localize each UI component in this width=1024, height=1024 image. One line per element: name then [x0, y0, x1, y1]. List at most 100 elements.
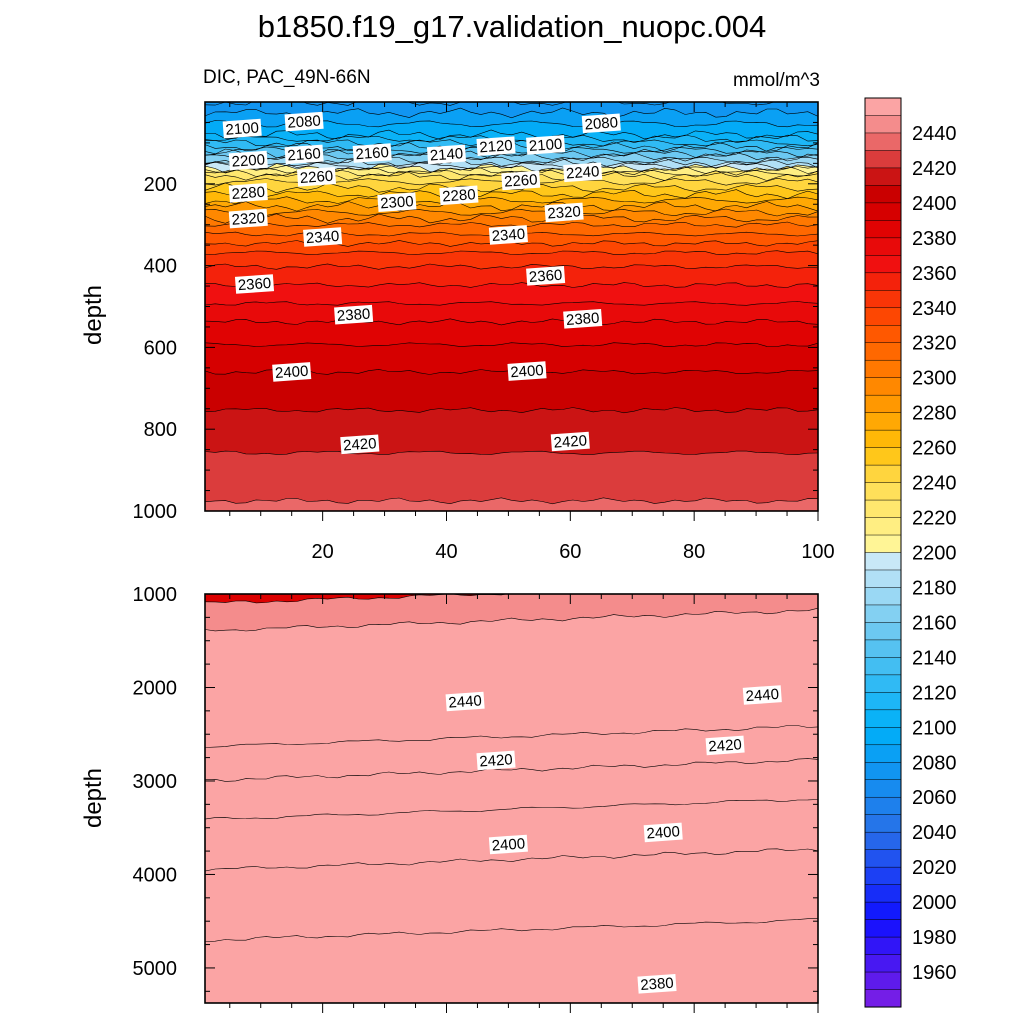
contour-label-text: 2140: [429, 145, 463, 164]
contour-line: [205, 163, 818, 174]
contour-label: 2100: [222, 118, 262, 139]
contour-line: [205, 263, 818, 270]
contour-label-box: [550, 431, 590, 452]
contour-label-text: 2240: [565, 163, 599, 182]
x-tick-label: 40: [435, 541, 457, 563]
contour-band: [205, 451, 818, 511]
contour-line: [205, 196, 818, 205]
contour-label-box: [476, 136, 516, 157]
colorbar-swatch: [864, 639, 902, 658]
contour-label-text: 2420: [479, 751, 513, 770]
colorbar-label: 2060: [912, 787, 957, 809]
contour-label-box: [334, 304, 374, 325]
colorbar-swatch: [864, 237, 902, 256]
contour-label: 2340: [303, 227, 343, 247]
colorbar-label: 2360: [912, 263, 957, 285]
contour-label: 2400: [272, 362, 312, 382]
contour-label: 2260: [296, 166, 337, 187]
y-tick-label: 400: [144, 256, 177, 278]
colorbar-swatch: [864, 901, 902, 921]
colorbar-label: 2200: [912, 543, 957, 565]
contour-label-box: [303, 227, 343, 247]
contour-label-text: 2340: [491, 226, 525, 245]
y-tick-label: 3000: [133, 771, 178, 793]
contour-label: 2300: [377, 192, 417, 213]
contour-label-text: 2380: [565, 310, 599, 329]
contour-label: 2320: [544, 202, 584, 223]
colorbar-swatch: [864, 167, 902, 186]
colorbar-swatch: [864, 814, 902, 833]
colorbar-swatch: [864, 290, 902, 309]
contour-line: [205, 342, 818, 347]
colorbar-label: 2300: [912, 368, 957, 390]
x-tick-label: 60: [559, 541, 581, 563]
contour-label-text: 2420: [343, 435, 377, 454]
contour-label-text: 2260: [504, 171, 538, 190]
colorbar-label: 1960: [912, 962, 957, 984]
contour-line: [205, 758, 818, 782]
contour-label: 2380: [563, 308, 603, 329]
lower-contour-labels: 2440 2440 2420 2420 2400 2400 2380: [445, 685, 782, 994]
contour-line: [205, 918, 818, 942]
contour-label-box: [643, 822, 683, 843]
colorbar-swatch: [864, 359, 902, 379]
y-tick-label: 600: [144, 337, 177, 359]
contour-label-box: [445, 691, 485, 712]
contour-label: 2160: [352, 143, 392, 163]
contour-label-text: 2160: [355, 144, 389, 163]
contour-label: 2260: [501, 170, 541, 191]
x-tick-label: 80: [683, 541, 705, 563]
colorbar-swatch: [864, 97, 902, 117]
colorbar-swatch: [864, 220, 902, 239]
colorbar-swatch: [864, 255, 902, 274]
contour-label-text: 2280: [442, 186, 476, 205]
contour-label-text: 2300: [380, 193, 414, 212]
contour-label-box: [228, 182, 268, 203]
contour-label-box: [501, 170, 541, 191]
y-tick-label: 1000: [133, 584, 178, 606]
colorbar-swatch: [864, 464, 902, 484]
contour-label: 2420: [340, 434, 380, 454]
contour-label-text: 2160: [287, 145, 321, 164]
contour-label: 2280: [228, 182, 268, 203]
colorbar-swatch: [864, 866, 902, 886]
contour-line: [205, 607, 818, 632]
contour-label-text: 2080: [584, 114, 618, 133]
contour-label-text: 2380: [640, 975, 674, 994]
colorbar-swatch: [864, 657, 902, 676]
contour-label: 2140: [426, 144, 467, 165]
contour-label: 2400: [643, 822, 683, 843]
contour-line: [205, 161, 818, 170]
contour-label-box: [284, 144, 324, 165]
contour-label: 2420: [705, 735, 745, 756]
lower-contour-lines: [205, 594, 818, 942]
contour-label-text: 2400: [274, 363, 308, 382]
contour-label: 2200: [228, 150, 268, 171]
contour-line: [205, 497, 818, 505]
contour-label-box: [377, 192, 417, 213]
colorbar-label: 2400: [912, 193, 957, 215]
colorbar-swatch: [864, 674, 902, 693]
colorbar-label: 2140: [912, 647, 957, 669]
colorbar-label: 2180: [912, 577, 957, 599]
y-tick-label: 4000: [133, 864, 178, 886]
colorbar-swatch: [864, 779, 902, 798]
colorbar-frame: [864, 97, 902, 1008]
contour-label-text: 2080: [287, 112, 321, 131]
colorbar-swatch: [864, 552, 902, 571]
colorbar-swatch: [864, 132, 902, 151]
contour-label-text: 2420: [553, 432, 587, 451]
contour-line: [205, 725, 818, 748]
lower-panel: 2440 2440 2420 2420 2400 2400 2380 1000 2000 300…: [80, 584, 819, 1013]
contour-line: [205, 301, 818, 306]
colorbar-label: 2160: [912, 612, 957, 634]
colorbar-swatch: [864, 307, 902, 326]
contour-label-box: [284, 111, 324, 132]
colorbar-label: 2100: [912, 717, 957, 739]
contour-label-text: 2320: [231, 209, 265, 228]
contour-label-box: [439, 185, 479, 206]
contour-line: [205, 189, 818, 200]
contour-label-box: [272, 362, 312, 382]
colorbar-swatch: [864, 534, 902, 554]
